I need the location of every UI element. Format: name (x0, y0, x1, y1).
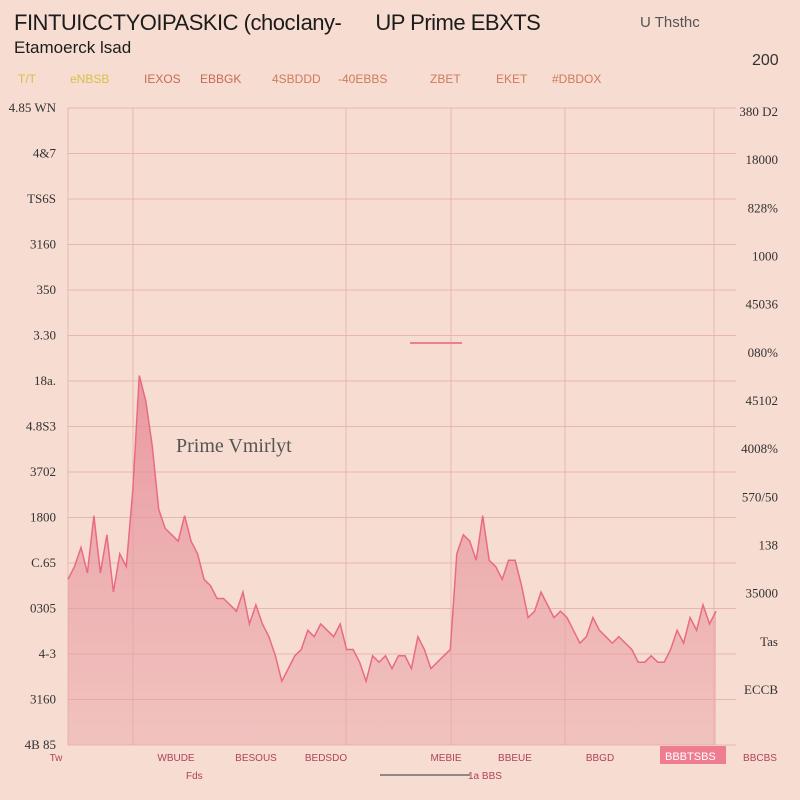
y-tick-label-left: 350 (37, 282, 57, 297)
chart-subtitle: Etamoerck lsad (14, 38, 132, 57)
x-axis-caption: Fds (186, 771, 203, 782)
y-tick-label-right: ECCB (744, 682, 778, 697)
y-tick-label-right: 1000 (752, 249, 778, 264)
y-tick-label-right: 828% (748, 200, 779, 215)
y-tick-label-right: 380 D2 (739, 104, 778, 119)
y-tick-label-left: 18a. (34, 373, 56, 388)
x-tick-label: BESOUS (235, 753, 277, 764)
x-range-label: 1a BBS (468, 771, 502, 782)
x-tick-label: BEDSDO (305, 753, 347, 764)
chart-title-mid: UP Prime EBXTS (375, 10, 541, 35)
y-tick-label-right: 45036 (746, 297, 779, 312)
y-tick-label-left: 3702 (30, 464, 56, 479)
ticker-label: ZBET (430, 72, 461, 86)
y-tick-label-right: 45102 (746, 393, 779, 408)
ticker-row: T/T eNBSB IEXOS EBBGK 4SBDDD -40EBBS ZBE… (18, 72, 638, 90)
series-line (67, 375, 717, 684)
y-tick-label-right: 4008% (741, 441, 778, 456)
y-tick-label-left: 0305 (30, 601, 56, 616)
y-tick-label-left: 4-3 (39, 646, 56, 661)
ticker-label: 4SBDDD (272, 72, 321, 86)
ticker-label: eNBSB (70, 72, 110, 86)
y-tick-label-left: 4.8S3 (26, 419, 56, 434)
y-axis-right-labels: 380 D2 18000 828% 1000 45036 080% 45102 4008% 57… (739, 104, 778, 697)
x-tick-label: Tw (50, 753, 64, 764)
ticker-label: -40EBBS (338, 72, 388, 86)
y-axis-left-labels: 4.85 WN 4&7 TS6S 3160 350 3.30 18a. 4.8S3 3702 18… (9, 100, 57, 752)
chart-annotation: Prime Vmirlyt (176, 435, 292, 457)
area-fill (68, 375, 716, 745)
ticker-label: IEXOS (144, 72, 181, 86)
x-tick-label: WBUDE (157, 753, 195, 764)
y-tick-label-left: 3160 (30, 692, 56, 707)
x-tick-label: BBEUE (498, 753, 532, 764)
y-tick-label-left: 4B 85 (25, 737, 56, 752)
y-tick-label-left: 3160 (30, 237, 56, 252)
x-tick-label: MEBIE (430, 753, 461, 764)
highlight-badge-label: BBBTSBS (665, 751, 716, 763)
chart-title-left: FINTUICCTYOIPASKIC (chocIany- (14, 10, 342, 35)
topright-value: 200 (752, 52, 779, 69)
chart-title: FINTUICCTYOIPASKIC (chocIany- UP Prime EB… (14, 10, 541, 36)
ticker-label: EBBGK (200, 72, 242, 86)
y-tick-label-left: 4.85 WN (9, 100, 57, 115)
y-tick-label-right: Tas (760, 634, 778, 649)
x-tick-label: BBGD (586, 753, 614, 764)
y-tick-label-right: 080% (748, 345, 779, 360)
y-tick-label-left: C.65 (31, 555, 56, 570)
y-tick-label-right: 570/50 (742, 489, 778, 504)
y-tick-label-right: 18000 (746, 152, 779, 167)
y-tick-label-left: 4&7 (33, 146, 57, 161)
y-tick-label-left: 1800 (30, 510, 56, 525)
y-tick-label-right: 138 (759, 538, 779, 553)
highlight-badge (660, 746, 726, 764)
ticker-label: T/T (18, 72, 36, 86)
ticker-label: #DBDOX (552, 72, 602, 86)
ticker-label: EKET (496, 72, 528, 86)
y-tick-label-left: 3.30 (33, 328, 56, 343)
topright-note: U Thsthc (640, 14, 700, 31)
x-axis-labels: Tw WBUDE BESOUS BEDSDO MEBIE BBEUE BBGD BBCBS (50, 753, 778, 764)
y-tick-label-left: TS6S (27, 191, 56, 206)
x-tick-label: BBCBS (743, 753, 777, 764)
y-tick-label-right: 35000 (746, 586, 779, 601)
